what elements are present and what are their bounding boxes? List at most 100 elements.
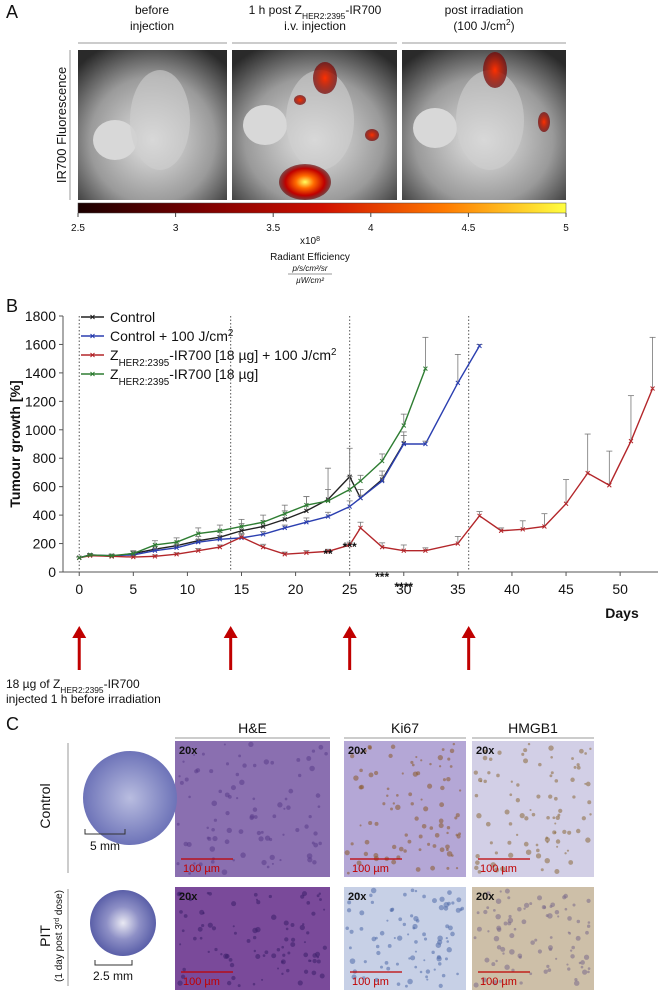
cell-texture bbox=[212, 836, 218, 842]
cell-texture bbox=[319, 973, 325, 979]
data-point bbox=[76, 555, 82, 561]
data-point bbox=[498, 528, 504, 534]
cell-texture bbox=[237, 984, 241, 988]
cell-texture bbox=[410, 760, 414, 764]
cell-texture bbox=[473, 770, 478, 775]
cell-texture bbox=[322, 945, 327, 950]
cell-texture bbox=[318, 841, 322, 846]
unit-denominator: µW/cm² bbox=[296, 276, 324, 285]
cell-texture bbox=[408, 957, 411, 960]
cell-texture bbox=[420, 759, 423, 762]
cell-texture bbox=[576, 765, 581, 770]
cell-texture bbox=[438, 765, 442, 768]
data-point bbox=[109, 553, 115, 558]
cell-texture bbox=[182, 760, 185, 763]
cell-texture bbox=[296, 758, 301, 762]
cell-texture bbox=[201, 752, 205, 756]
mouse-image bbox=[402, 50, 566, 200]
column-header: H&E bbox=[238, 720, 267, 736]
cell-texture bbox=[554, 909, 560, 915]
cell-texture bbox=[284, 797, 288, 801]
data-point bbox=[379, 544, 385, 550]
y-axis-title: Tumour growth [%] bbox=[7, 380, 23, 507]
cell-texture bbox=[439, 802, 445, 808]
cell-texture bbox=[508, 852, 514, 858]
row-label: IR700 Fluorescence bbox=[54, 67, 69, 183]
cell-texture bbox=[515, 798, 520, 803]
histology-panel: H&E Ki67 HMGB1 20x 100 µm 20x 100 µm 20x 100 µm 2… bbox=[37, 720, 594, 990]
magnification: 20x bbox=[348, 891, 367, 903]
cell-texture bbox=[369, 893, 373, 898]
cell-texture bbox=[556, 845, 559, 848]
data-point bbox=[477, 513, 482, 519]
column-header: 1 h post ZHER2:2395-IR700 bbox=[249, 3, 382, 21]
cell-texture bbox=[507, 896, 511, 900]
cell-texture bbox=[572, 795, 576, 799]
cell-texture bbox=[188, 897, 193, 902]
cell-texture bbox=[179, 943, 182, 946]
magnification: 20x bbox=[348, 745, 367, 757]
cell-texture bbox=[393, 936, 396, 940]
cell-texture bbox=[447, 890, 452, 895]
data-point bbox=[304, 508, 309, 514]
cell-texture bbox=[575, 935, 581, 941]
data-point bbox=[130, 554, 136, 560]
cell-texture bbox=[509, 793, 513, 797]
cell-texture bbox=[495, 959, 498, 963]
cell-texture bbox=[489, 841, 493, 845]
cell-texture bbox=[253, 892, 258, 897]
cell-texture bbox=[242, 763, 247, 768]
cell-texture bbox=[261, 859, 267, 866]
cell-texture bbox=[440, 785, 445, 791]
legend-label: ZHER2:2395-IR700 [18 µg] + 100 J/cm2 bbox=[110, 347, 336, 369]
data-point bbox=[282, 511, 288, 517]
cell-texture bbox=[446, 940, 450, 943]
cell-texture bbox=[303, 969, 309, 974]
cell-texture bbox=[538, 762, 542, 767]
cell-texture bbox=[486, 891, 491, 896]
x-tick-label: 0 bbox=[75, 581, 83, 597]
cell-texture bbox=[193, 936, 197, 941]
cell-texture bbox=[414, 940, 418, 944]
cell-texture bbox=[586, 924, 591, 928]
cell-texture bbox=[580, 960, 585, 965]
cell-texture bbox=[179, 780, 184, 785]
cell-texture bbox=[414, 965, 418, 969]
cell-texture bbox=[566, 963, 569, 966]
cell-texture bbox=[549, 936, 553, 939]
cell-texture bbox=[211, 926, 217, 931]
data-point bbox=[347, 504, 353, 509]
cell-texture bbox=[270, 760, 275, 765]
text-segment: HER2:2395 bbox=[60, 685, 104, 695]
cell-texture bbox=[359, 768, 363, 773]
cell-texture bbox=[521, 919, 527, 925]
cell-texture bbox=[456, 897, 462, 903]
cell-texture bbox=[395, 804, 401, 811]
cell-texture bbox=[232, 925, 235, 928]
cell-texture bbox=[454, 816, 458, 820]
cell-texture bbox=[180, 974, 186, 979]
cell-texture bbox=[402, 922, 407, 927]
cell-texture bbox=[282, 833, 285, 836]
cell-texture bbox=[248, 741, 254, 748]
data-point bbox=[423, 441, 428, 447]
cell-texture bbox=[210, 860, 215, 864]
cell-texture bbox=[500, 946, 506, 952]
cell-texture bbox=[474, 865, 479, 871]
cell-texture bbox=[445, 844, 450, 850]
cell-texture bbox=[177, 980, 183, 986]
cell-texture bbox=[371, 936, 377, 942]
cell-texture bbox=[347, 900, 352, 905]
cell-texture bbox=[537, 949, 542, 954]
cell-texture bbox=[253, 815, 258, 819]
cell-texture bbox=[392, 802, 395, 805]
data-point bbox=[174, 551, 179, 557]
cell-texture bbox=[362, 976, 366, 980]
cell-texture bbox=[494, 851, 498, 855]
cell-texture bbox=[554, 869, 560, 875]
data-point bbox=[347, 542, 353, 548]
text-segment: (100 J/cm bbox=[453, 19, 506, 33]
cell-texture bbox=[179, 910, 183, 914]
data-point bbox=[347, 487, 353, 492]
data-point bbox=[606, 482, 612, 488]
